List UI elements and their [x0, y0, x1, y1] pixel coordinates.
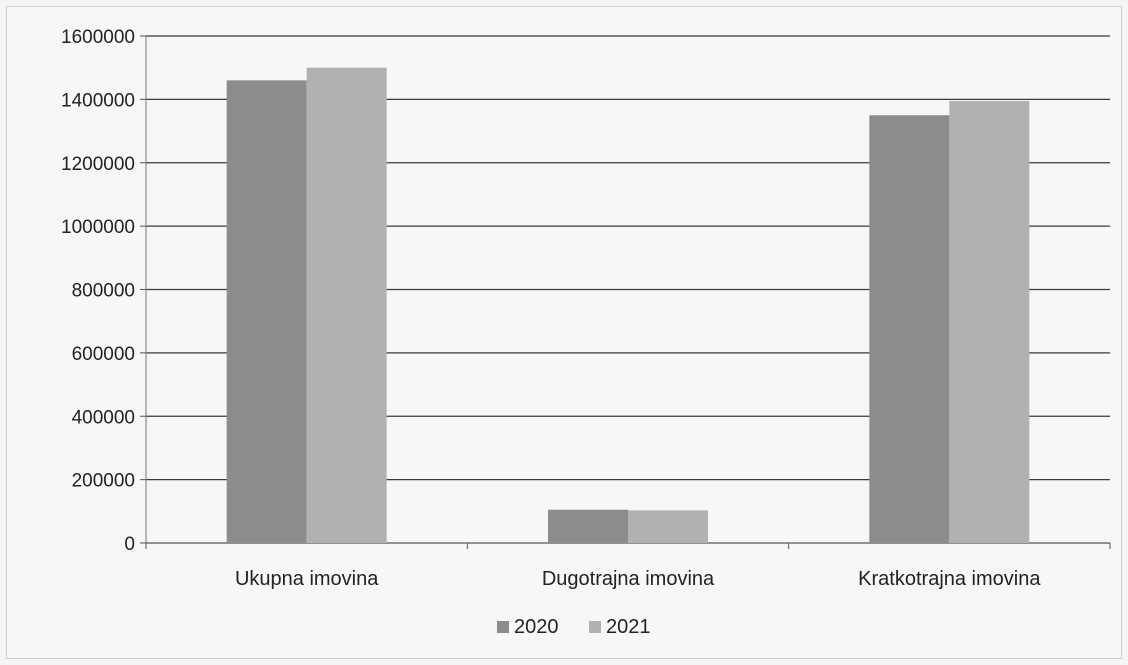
- legend-swatch-2020: [497, 621, 509, 633]
- y-tick-label: 1000000: [61, 217, 135, 238]
- x-category-label: Dugotrajna imovina: [542, 568, 715, 590]
- legend-label-2021: 2021: [606, 616, 651, 638]
- bar-2020: [548, 509, 628, 543]
- y-tick-label: 800000: [72, 281, 135, 302]
- y-tick-label: 200000: [72, 471, 135, 492]
- x-category-label: Kratkotrajna imovina: [858, 568, 1041, 590]
- y-tick-label: 600000: [72, 344, 135, 365]
- bar-2020: [226, 80, 307, 544]
- bar-2021: [949, 100, 1030, 543]
- y-tick-label: 1600000: [61, 27, 135, 48]
- legend-swatch-2021: [589, 621, 601, 633]
- bar-2020: [869, 115, 950, 543]
- y-tick-label: 1400000: [61, 90, 135, 111]
- bar-2021: [306, 67, 387, 543]
- bar-2021: [628, 510, 708, 543]
- y-tick-label: 400000: [72, 407, 135, 428]
- x-category-label: Ukupna imovina: [235, 568, 379, 590]
- y-tick-label: 0: [124, 534, 135, 555]
- legend-label-2020: 2020: [514, 616, 559, 638]
- y-tick-label: 1200000: [61, 154, 135, 175]
